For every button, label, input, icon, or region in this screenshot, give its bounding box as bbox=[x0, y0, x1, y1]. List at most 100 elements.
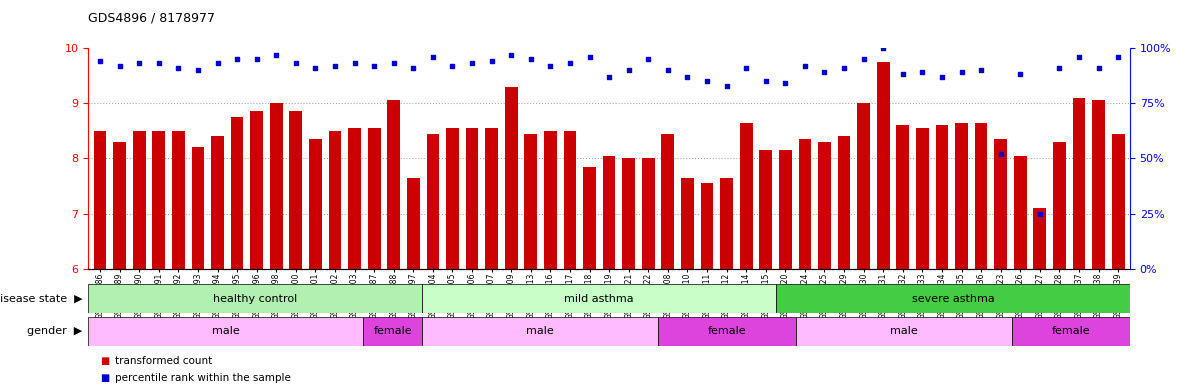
Bar bbox=[700, 183, 713, 269]
Point bbox=[580, 54, 599, 60]
Point bbox=[91, 58, 109, 65]
Bar bbox=[936, 125, 949, 269]
Text: gender  ▶: gender ▶ bbox=[27, 326, 82, 336]
Bar bbox=[857, 103, 870, 269]
Point bbox=[227, 56, 246, 62]
Text: GDS4896 / 8178977: GDS4896 / 8178977 bbox=[88, 12, 215, 25]
Bar bbox=[956, 122, 967, 269]
Text: healthy control: healthy control bbox=[213, 293, 298, 304]
Bar bbox=[328, 131, 341, 269]
Bar bbox=[779, 150, 792, 269]
Point bbox=[952, 69, 971, 75]
Point bbox=[345, 60, 364, 66]
Bar bbox=[564, 131, 577, 269]
Bar bbox=[310, 139, 321, 269]
Point bbox=[639, 56, 658, 62]
Bar bbox=[1072, 98, 1085, 269]
Bar bbox=[1092, 101, 1105, 269]
Point bbox=[169, 65, 188, 71]
Point bbox=[247, 56, 266, 62]
Bar bbox=[603, 156, 616, 269]
Point bbox=[855, 56, 873, 62]
Point bbox=[796, 63, 814, 69]
Point bbox=[757, 78, 776, 84]
Point bbox=[286, 60, 305, 66]
Bar bbox=[776, 284, 1130, 313]
Text: percentile rank within the sample: percentile rank within the sample bbox=[115, 373, 291, 383]
Point bbox=[698, 78, 717, 84]
Point bbox=[873, 45, 892, 51]
Point bbox=[541, 63, 560, 69]
Bar bbox=[641, 159, 654, 269]
Bar bbox=[172, 131, 185, 269]
Bar bbox=[364, 317, 423, 346]
Point bbox=[404, 65, 423, 71]
Bar bbox=[94, 131, 106, 269]
Bar bbox=[290, 111, 302, 269]
Text: severe asthma: severe asthma bbox=[912, 293, 995, 304]
Bar bbox=[544, 131, 557, 269]
Text: male: male bbox=[890, 326, 918, 336]
Bar bbox=[423, 284, 776, 313]
Bar bbox=[1012, 317, 1130, 346]
Point bbox=[991, 151, 1010, 157]
Point bbox=[972, 67, 991, 73]
Text: female: female bbox=[373, 326, 412, 336]
Point bbox=[365, 63, 384, 69]
Point bbox=[501, 51, 520, 58]
Bar bbox=[231, 117, 244, 269]
Bar bbox=[423, 317, 658, 346]
Bar bbox=[525, 134, 537, 269]
Point bbox=[560, 60, 579, 66]
Bar bbox=[798, 139, 811, 269]
Bar bbox=[113, 142, 126, 269]
Point bbox=[776, 80, 794, 86]
Point bbox=[149, 60, 168, 66]
Point bbox=[1109, 54, 1128, 60]
Bar bbox=[133, 131, 146, 269]
Bar bbox=[367, 128, 380, 269]
Point bbox=[1070, 54, 1089, 60]
Bar bbox=[270, 103, 282, 269]
Bar bbox=[426, 134, 439, 269]
Bar bbox=[995, 139, 1008, 269]
Bar bbox=[211, 136, 224, 269]
Point bbox=[834, 65, 853, 71]
Bar bbox=[466, 128, 478, 269]
Point bbox=[385, 60, 404, 66]
Point bbox=[717, 83, 736, 89]
Bar bbox=[740, 122, 752, 269]
Point bbox=[111, 63, 129, 69]
Bar bbox=[658, 317, 796, 346]
Bar bbox=[818, 142, 831, 269]
Point bbox=[913, 69, 932, 75]
Bar bbox=[759, 150, 772, 269]
Bar bbox=[583, 167, 596, 269]
Bar bbox=[251, 111, 262, 269]
Point bbox=[208, 60, 227, 66]
Bar bbox=[661, 134, 674, 269]
Bar bbox=[1053, 142, 1066, 269]
Text: ■: ■ bbox=[100, 356, 109, 366]
Bar bbox=[88, 284, 423, 313]
Text: disease state  ▶: disease state ▶ bbox=[0, 293, 82, 304]
Bar bbox=[1112, 134, 1124, 269]
Bar bbox=[192, 147, 205, 269]
Bar bbox=[505, 87, 518, 269]
Text: ■: ■ bbox=[100, 373, 109, 383]
Point bbox=[483, 58, 501, 65]
Point bbox=[814, 69, 833, 75]
Point bbox=[1089, 65, 1108, 71]
Bar bbox=[897, 125, 909, 269]
Point bbox=[521, 56, 540, 62]
Text: female: female bbox=[1051, 326, 1090, 336]
Point bbox=[737, 65, 756, 71]
Point bbox=[1050, 65, 1069, 71]
Bar bbox=[348, 128, 361, 269]
Bar bbox=[152, 131, 165, 269]
Bar bbox=[916, 128, 929, 269]
Bar bbox=[485, 128, 498, 269]
Bar bbox=[1033, 208, 1046, 269]
Text: female: female bbox=[707, 326, 746, 336]
Bar bbox=[88, 317, 364, 346]
